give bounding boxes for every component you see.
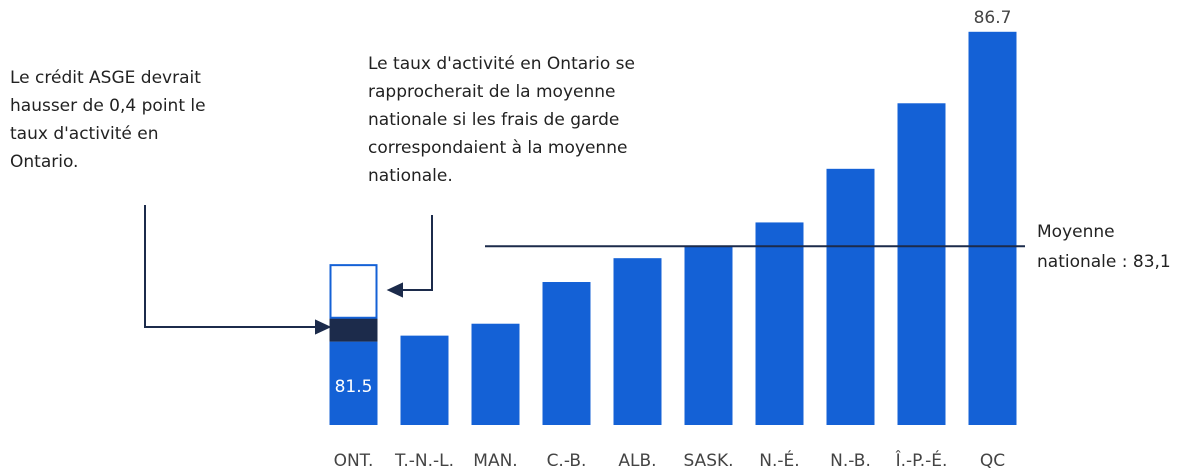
annotation-text: correspondaient à la moyenne xyxy=(368,138,627,158)
x-tick-label: SASK. xyxy=(683,451,733,471)
bar-segment xyxy=(613,258,662,425)
annotation-text: taux d'activité en xyxy=(10,124,158,144)
bar-segment xyxy=(542,282,591,425)
x-tick-label: ONT. xyxy=(334,451,374,471)
annotation-text: hausser de 0,4 point le xyxy=(10,96,206,116)
x-tick-label: Î.-P.-É. xyxy=(895,449,948,471)
bar-segment xyxy=(329,317,378,342)
x-tick-label: T.-N.-L. xyxy=(394,451,454,471)
x-tick-label: QC xyxy=(980,451,1005,471)
x-tick-label: C.-B. xyxy=(547,451,587,471)
x-tick-label: ALB. xyxy=(618,451,656,471)
bar-segment xyxy=(329,264,378,319)
annotation-text: rapprocherait de la moyenne xyxy=(368,82,615,102)
x-tick-label: N.-B. xyxy=(830,451,871,471)
arrowhead xyxy=(315,319,332,335)
arrowhead xyxy=(386,282,403,298)
bar-segment xyxy=(471,323,520,425)
arrow-average xyxy=(400,215,433,291)
bar-segment xyxy=(329,341,378,425)
x-tick-label: N.-É. xyxy=(759,449,799,471)
data-label: 86.7 xyxy=(974,8,1012,28)
annotation-text: Ontario. xyxy=(10,152,78,172)
average-label: Moyenne xyxy=(1037,222,1115,242)
annotation-arrows xyxy=(144,205,433,335)
bar-segment xyxy=(400,335,449,425)
annotation-text: nationale si les frais de garde xyxy=(368,110,619,130)
annotation-text: nationale. xyxy=(368,166,453,186)
annotation-text: Le taux d'activité en Ontario se xyxy=(368,54,635,74)
bar-segment xyxy=(684,246,733,425)
bar-segment xyxy=(826,168,875,425)
x-tick-label: MAN. xyxy=(473,451,517,471)
data-label: 81.5 xyxy=(335,377,373,397)
average-label: nationale : 83,1 xyxy=(1037,252,1171,272)
bar-segment xyxy=(755,222,804,425)
bar-segment xyxy=(897,103,946,426)
arrow-asge xyxy=(144,205,318,328)
bar-segment xyxy=(968,31,1017,426)
annotation-text: Le crédit ASGE devrait xyxy=(10,68,201,88)
